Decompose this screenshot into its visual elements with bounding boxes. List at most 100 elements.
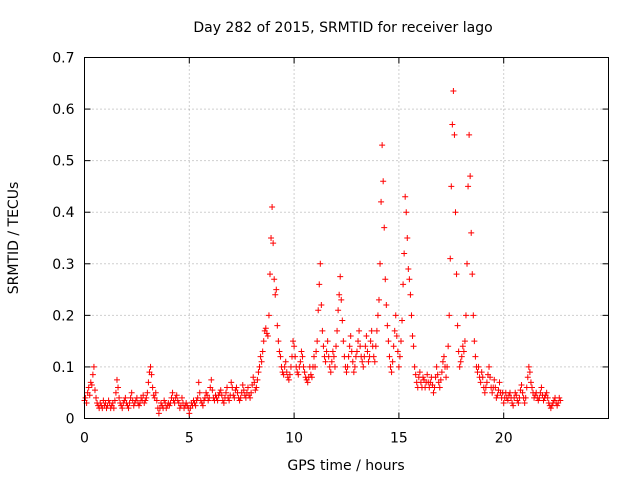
data-point xyxy=(292,353,299,360)
data-point xyxy=(437,376,444,383)
data-point xyxy=(479,374,486,381)
data-point xyxy=(91,387,98,394)
data-point xyxy=(273,286,280,293)
data-point xyxy=(169,389,176,396)
data-point xyxy=(524,374,531,381)
data-point xyxy=(374,312,381,319)
data-point xyxy=(338,296,345,303)
y-tick-label: 0.2 xyxy=(52,308,74,324)
data-point xyxy=(256,363,263,370)
data-point xyxy=(280,371,287,378)
data-point xyxy=(355,338,362,345)
data-point xyxy=(214,397,221,404)
data-point xyxy=(408,312,415,319)
data-point xyxy=(394,348,401,355)
data-point xyxy=(556,394,563,401)
data-point xyxy=(283,369,290,376)
data-point xyxy=(401,250,408,257)
data-point xyxy=(405,265,412,272)
data-point xyxy=(337,273,344,280)
data-point xyxy=(513,392,520,399)
data-point xyxy=(89,371,96,378)
data-point xyxy=(446,312,453,319)
data-point xyxy=(352,353,359,360)
data-point xyxy=(239,381,246,388)
plot-frame xyxy=(84,57,609,419)
data-point xyxy=(220,400,227,407)
data-point xyxy=(263,330,270,337)
data-point xyxy=(93,394,100,401)
data-point xyxy=(389,358,396,365)
x-tick-label: 10 xyxy=(285,431,303,447)
data-point xyxy=(192,402,199,409)
data-point xyxy=(440,353,447,360)
data-point xyxy=(97,400,104,407)
data-point xyxy=(526,369,533,376)
data-point xyxy=(178,394,185,401)
data-point xyxy=(128,389,135,396)
y-tick-label: 0.1 xyxy=(52,360,74,376)
data-point xyxy=(393,332,400,339)
data-point xyxy=(291,343,298,350)
data-point xyxy=(209,387,216,394)
data-point xyxy=(500,400,507,407)
data-point xyxy=(143,394,150,401)
data-point xyxy=(491,376,498,383)
data-point xyxy=(469,271,476,278)
data-point xyxy=(334,327,341,334)
data-point xyxy=(448,183,455,190)
data-point xyxy=(255,369,262,376)
data-point xyxy=(319,327,326,334)
data-point xyxy=(406,276,413,283)
data-point xyxy=(371,358,378,365)
data-point xyxy=(412,371,419,378)
data-point xyxy=(105,397,112,404)
data-point xyxy=(380,178,387,185)
data-point xyxy=(361,353,368,360)
data-point xyxy=(145,379,152,386)
data-point xyxy=(272,291,279,298)
data-point xyxy=(318,302,325,309)
data-point xyxy=(336,291,343,298)
data-point xyxy=(443,374,450,381)
data-point xyxy=(460,348,467,355)
data-point xyxy=(482,384,489,391)
x-tick-labels: 0 5 10 15 20 xyxy=(80,431,513,447)
data-point xyxy=(330,353,337,360)
data-point xyxy=(436,384,443,391)
data-point xyxy=(390,343,397,350)
data-point xyxy=(313,348,320,355)
data-point xyxy=(399,317,406,324)
axis-ticks xyxy=(84,57,609,419)
data-point xyxy=(388,369,395,376)
data-point xyxy=(506,389,513,396)
data-point xyxy=(144,389,151,396)
data-point xyxy=(258,358,265,365)
data-point xyxy=(450,88,457,95)
data-point xyxy=(370,353,377,360)
data-point xyxy=(494,392,501,399)
data-point xyxy=(449,121,456,128)
data-point xyxy=(519,389,526,396)
data-point xyxy=(359,358,366,365)
data-point xyxy=(268,235,275,241)
data-point xyxy=(196,389,203,396)
data-point xyxy=(543,389,550,396)
data-point xyxy=(343,369,350,376)
data-point xyxy=(86,392,93,399)
data-point xyxy=(487,374,494,381)
data-point xyxy=(452,209,459,216)
data-point xyxy=(271,276,278,283)
data-point xyxy=(434,371,441,378)
data-point xyxy=(253,384,260,391)
data-point xyxy=(148,371,155,378)
data-point xyxy=(535,397,542,404)
data-point xyxy=(153,397,160,404)
data-point xyxy=(294,369,301,376)
data-point xyxy=(471,338,478,345)
data-point xyxy=(266,271,273,278)
data-point xyxy=(335,307,342,314)
data-point xyxy=(554,402,561,409)
data-point xyxy=(326,363,333,370)
